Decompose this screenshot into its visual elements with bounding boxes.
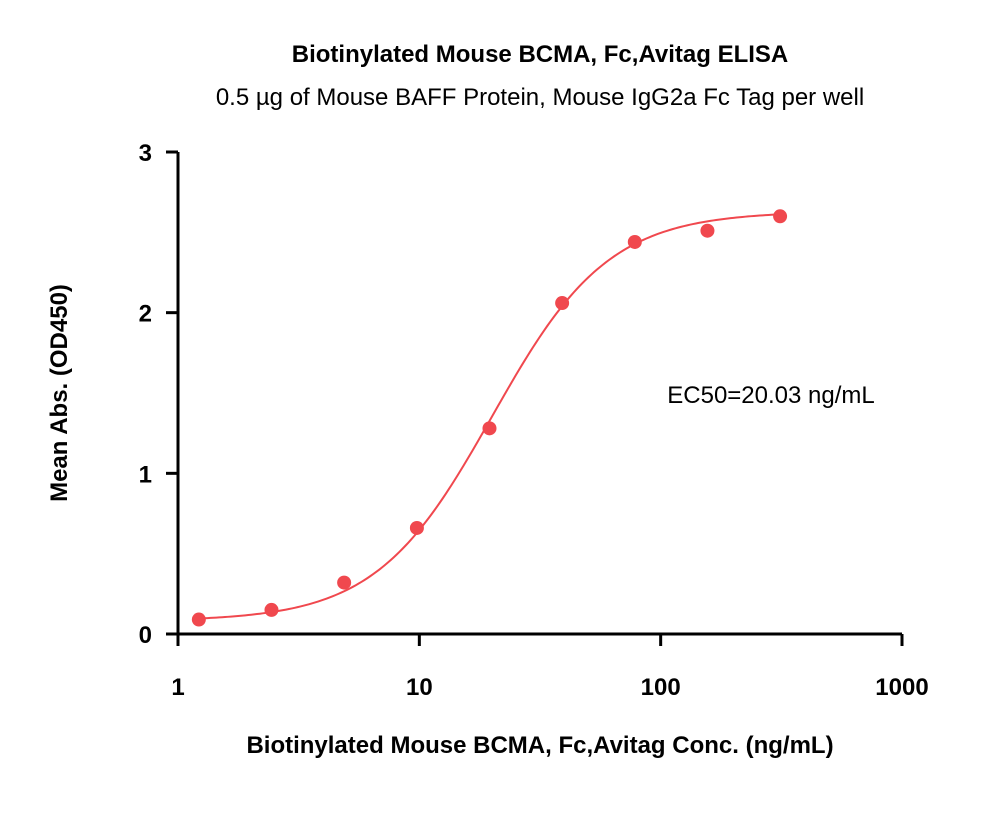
y-axis-label: Mean Abs. (OD450)	[46, 284, 73, 502]
x-tick-label: 10	[406, 674, 433, 701]
data-point	[773, 209, 788, 224]
data-point	[555, 296, 570, 311]
axes	[176, 152, 902, 636]
y-tick-label: 2	[139, 301, 152, 328]
y-tick-label: 1	[139, 461, 152, 488]
data-point	[409, 520, 424, 535]
chart-subtitle: 0.5 µg of Mouse BAFF Protein, Mouse IgG2…	[216, 84, 864, 111]
data-points	[191, 209, 788, 627]
y-tick-label: 3	[139, 140, 152, 167]
data-point	[191, 612, 206, 627]
x-axis-label: Biotinylated Mouse BCMA, Fc,Avitag Conc.…	[246, 732, 833, 759]
x-tick-label: 100	[641, 674, 681, 701]
y-tick-label: 0	[139, 622, 152, 649]
data-point	[627, 234, 642, 249]
fit-curve	[198, 213, 781, 620]
chart-title: Biotinylated Mouse BCMA, Fc,Avitag ELISA	[292, 41, 789, 68]
data-point	[482, 421, 497, 436]
ec50-annotation: EC50=20.03 ng/mL	[667, 382, 874, 409]
x-tick-label: 1000	[875, 674, 928, 701]
x-tick-label: 1	[171, 674, 184, 701]
data-point	[264, 602, 279, 617]
data-point	[337, 575, 352, 590]
data-point	[700, 223, 715, 238]
